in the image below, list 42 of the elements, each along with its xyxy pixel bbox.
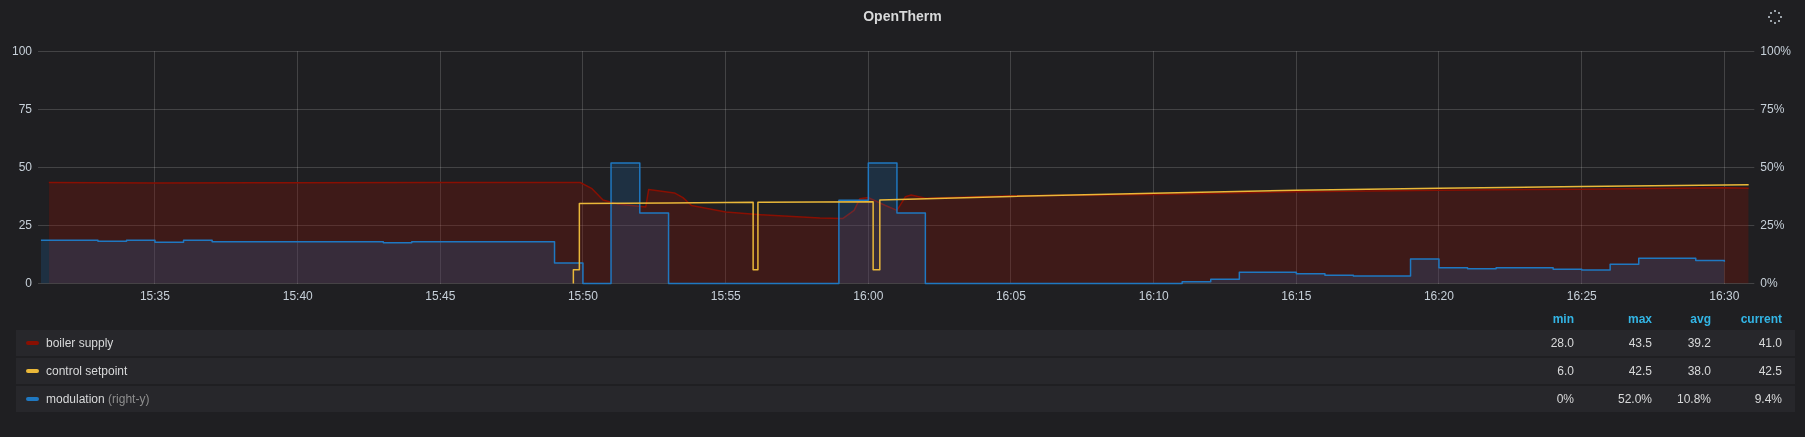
- y2-tick-label: 100%: [1760, 43, 1792, 58]
- y-tick-label: 75: [18, 101, 33, 116]
- x-tick-label: 15:55: [710, 289, 742, 304]
- x-tick-label: 16:10: [1138, 289, 1170, 304]
- x-tick-label: 15:35: [139, 289, 171, 304]
- text: avg: [1690, 312, 1711, 326]
- text: 6.0: [1557, 363, 1574, 380]
- x-tick-label: 16:25: [1566, 289, 1598, 304]
- y2-tick-label: 25%: [1760, 217, 1785, 232]
- x-tick-label: 16:30: [1709, 289, 1740, 304]
- legend-label: control setpoint: [46, 364, 128, 378]
- x-tick-label: 16:05: [995, 289, 1027, 304]
- y2-tick-label: 50%: [1760, 159, 1785, 174]
- text: 38.0: [1687, 363, 1711, 380]
- y-tick-label: 100: [11, 43, 33, 58]
- y-tick-label: 50: [18, 159, 33, 174]
- text: 9.4%: [1754, 391, 1782, 408]
- x-tick-label: 16:15: [1281, 289, 1312, 304]
- text: 42.5: [1758, 363, 1782, 380]
- text: current: [1740, 312, 1782, 326]
- x-tick-label: 15:45: [425, 289, 456, 304]
- text: 28.0: [1550, 335, 1574, 352]
- chart-title: OpenTherm: [862, 8, 943, 24]
- text: 52.0%: [1617, 391, 1652, 408]
- text: 39.2: [1687, 335, 1711, 352]
- text: 43.5: [1628, 335, 1652, 352]
- text: min: [1552, 312, 1574, 326]
- text: 41.0: [1758, 335, 1782, 352]
- legend-label: boiler supply: [46, 336, 114, 350]
- x-tick-label: 16:20: [1423, 289, 1455, 304]
- y-tick-label: 25: [18, 217, 33, 232]
- text: 42.5: [1628, 363, 1652, 380]
- x-tick-label: 16:00: [853, 289, 884, 304]
- text: max: [1627, 312, 1652, 326]
- text: 0%: [1556, 391, 1574, 408]
- text: 10.8%: [1676, 391, 1711, 408]
- legend-label: modulation (right-y): [46, 392, 150, 406]
- y2-tick-label: 0%: [1760, 275, 1778, 290]
- x-tick-label: 15:40: [282, 289, 314, 304]
- x-tick-label: 15:50: [567, 289, 599, 304]
- y-tick-label: 0: [25, 275, 33, 290]
- y2-tick-label: 75%: [1760, 101, 1785, 116]
